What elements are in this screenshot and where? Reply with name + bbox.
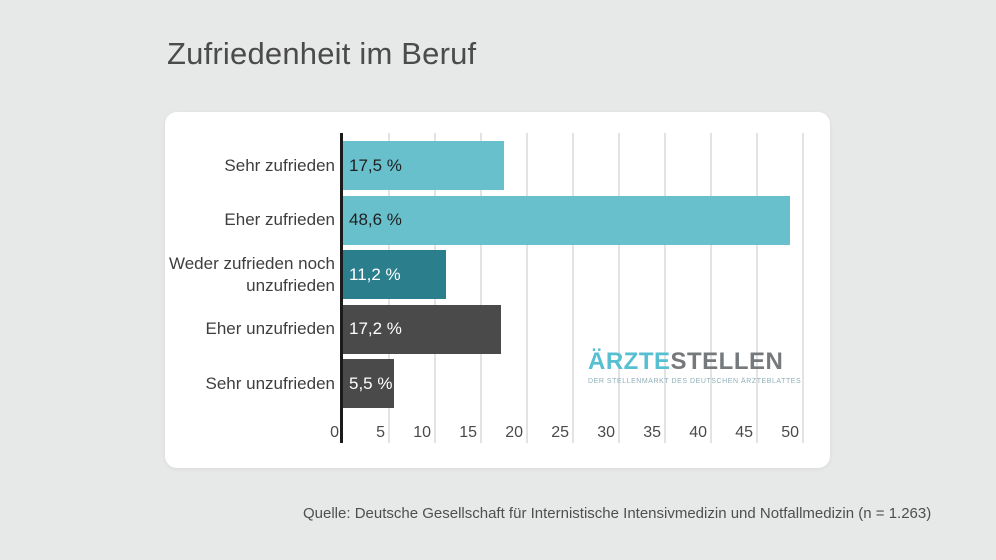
gridline <box>664 133 666 443</box>
category-label: Weder zufrieden noch unzufrieden <box>168 254 335 295</box>
x-tick-label: 20 <box>505 424 523 441</box>
bar: 5,5 % <box>343 359 394 408</box>
gridline <box>526 133 528 443</box>
bar: 17,2 % <box>343 304 501 354</box>
gridline <box>710 133 712 443</box>
x-tick-label: 10 <box>413 424 431 441</box>
aerztestellen-logo: ÄRZTESTELLEN DER STELLENMARKT DES DEUTSC… <box>588 348 802 385</box>
logo-text-secondary: STELLEN <box>670 348 784 375</box>
x-tick-label: 0 <box>330 424 339 441</box>
logo-tagline: DER STELLENMARKT DES DEUTSCHEN ÄRZTEBLAT… <box>588 378 802 385</box>
x-tick-label: 15 <box>459 424 477 441</box>
y-axis-line <box>340 133 343 443</box>
bar-value-label: 11,2 % <box>349 264 401 284</box>
gridline <box>572 133 574 443</box>
x-tick-label: 50 <box>781 424 799 441</box>
bar: 48,6 % <box>343 195 790 245</box>
category-label: Eher unzufrieden <box>205 319 335 339</box>
bar: 17,5 % <box>343 141 504 190</box>
bar-value-label: 48,6 % <box>349 210 402 229</box>
gridline <box>618 133 620 443</box>
x-tick-label: 40 <box>689 424 707 441</box>
bar-value-label: 17,2 % <box>349 319 402 338</box>
category-label: Sehr zufrieden <box>224 155 335 175</box>
logo-text-primary: ÄRZTE <box>588 348 671 375</box>
logo-wordmark: ÄRZTESTELLEN <box>588 348 788 376</box>
gridline <box>802 133 804 443</box>
gridline <box>480 133 482 443</box>
source-attribution: Quelle: Deutsche Gesellschaft für Intern… <box>303 505 932 522</box>
category-label: Sehr unzufrieden <box>205 373 335 393</box>
category-label: Eher zufrieden <box>224 210 335 230</box>
x-tick-label: 45 <box>735 424 753 441</box>
chart-card: Sehr zufrieden 17,5 % Eher zufrieden 48,6 %… <box>165 112 830 468</box>
x-tick-label: 25 <box>551 424 569 441</box>
x-tick-label: 30 <box>597 424 615 441</box>
bar-value-label: 5,5 % <box>349 373 393 393</box>
gridline <box>756 133 758 443</box>
bar-value-label: 17,5 % <box>349 155 402 175</box>
page-title: Zufriedenheit im Beruf <box>167 36 477 71</box>
x-tick-label: 35 <box>643 424 661 441</box>
x-tick-label: 5 <box>376 424 385 441</box>
bar: 11,2 % <box>343 250 446 299</box>
